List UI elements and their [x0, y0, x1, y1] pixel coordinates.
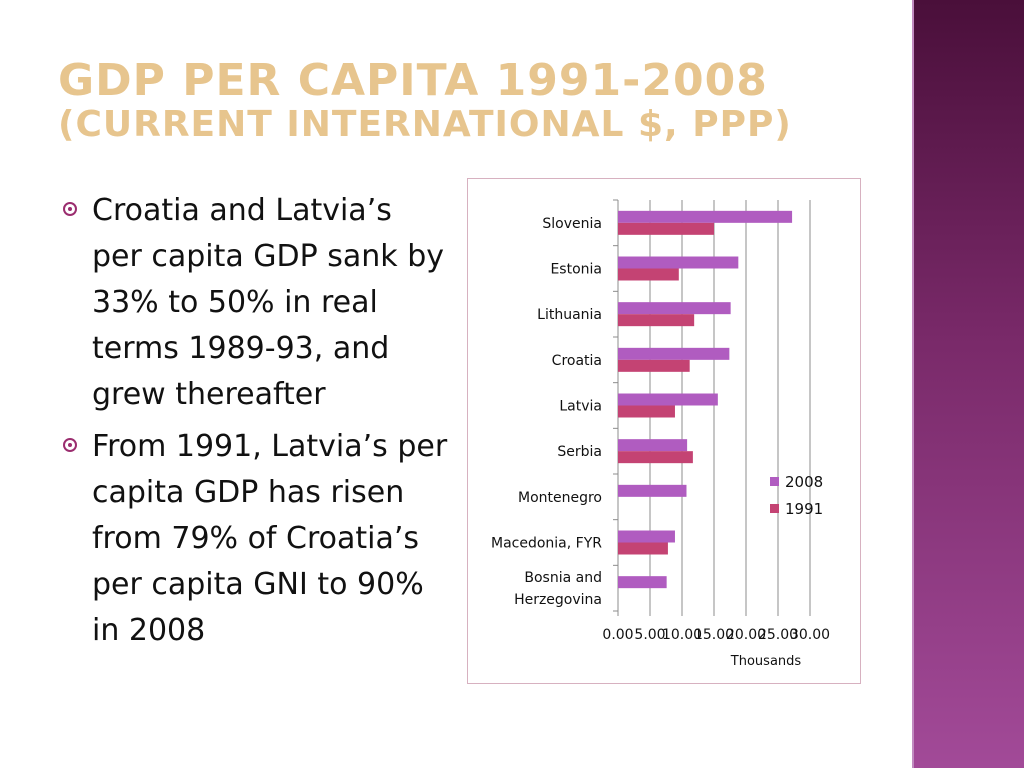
- bullet-text-1: Croatia and Latvia’s per capita GDP sank…: [92, 193, 445, 412]
- bar-2008: [618, 256, 739, 269]
- title-line-1: GDP per capita 1991-2008: [58, 55, 768, 106]
- chart-frame: 0.00 5.00 10.00 15.00 20.00 25.00 30.00 Sloveni…: [467, 178, 861, 684]
- category-label: Macedonia, FYR: [491, 536, 602, 552]
- bullet-text-2: From 1991, Latvia’s per capita GDP has r…: [92, 429, 448, 648]
- legend-swatch-2008: [770, 477, 779, 486]
- category-label: Bosnia and: [524, 570, 602, 586]
- bar-1991: [618, 405, 675, 418]
- bar-1991: [618, 222, 714, 235]
- bar-2008: [618, 530, 675, 543]
- category-label: Latvia: [559, 399, 602, 415]
- bullet-item-1: Croatia and Latvia’s per capita GDP sank…: [60, 188, 450, 418]
- x-tick-label: 20.00: [726, 627, 766, 643]
- bar-2008: [618, 439, 688, 452]
- title-line-2: (current international $, PPP): [58, 104, 792, 145]
- legend-swatch-1991: [770, 504, 779, 513]
- bar-2008: [618, 347, 730, 360]
- category-label: Slovenia: [542, 216, 602, 232]
- x-tick-label: 25.00: [758, 627, 798, 643]
- bar-2008: [618, 484, 687, 497]
- bar-2008: [618, 210, 793, 223]
- slide-title: GDP per capita 1991-2008 (current intern…: [58, 58, 898, 146]
- bar-2008: [618, 393, 718, 406]
- x-tick-label: 10.00: [662, 627, 702, 643]
- category-label: Lithuania: [537, 307, 602, 323]
- bar-1991: [618, 268, 679, 281]
- bar-1991: [618, 542, 668, 555]
- category-label: Serbia: [557, 444, 602, 460]
- bar-2008: [618, 302, 731, 315]
- bullet-list: Croatia and Latvia’s per capita GDP sank…: [60, 188, 450, 660]
- bar-2008: [618, 576, 667, 589]
- bullet-icon: [63, 202, 77, 216]
- x-axis-unit-label: Thousands: [730, 654, 802, 669]
- category-label: Croatia: [552, 353, 602, 369]
- x-tick-label: 0.00: [602, 627, 633, 643]
- bar-1991: [618, 314, 695, 327]
- decorative-side-bar: [912, 0, 1024, 768]
- bullet-icon: [63, 438, 77, 452]
- x-tick-label: 30.00: [790, 627, 830, 643]
- x-tick-label: 5.00: [634, 627, 665, 643]
- legend-label-2008: 2008: [785, 473, 823, 491]
- bar-1991: [618, 451, 693, 464]
- bullet-item-2: From 1991, Latvia’s per capita GDP has r…: [60, 424, 450, 654]
- category-label: Estonia: [550, 262, 602, 278]
- category-label: Herzegovina: [514, 592, 602, 608]
- bar-1991: [618, 359, 690, 372]
- x-tick-label: 15.00: [694, 627, 734, 643]
- category-label: Montenegro: [518, 490, 602, 506]
- legend-label-1991: 1991: [785, 500, 823, 518]
